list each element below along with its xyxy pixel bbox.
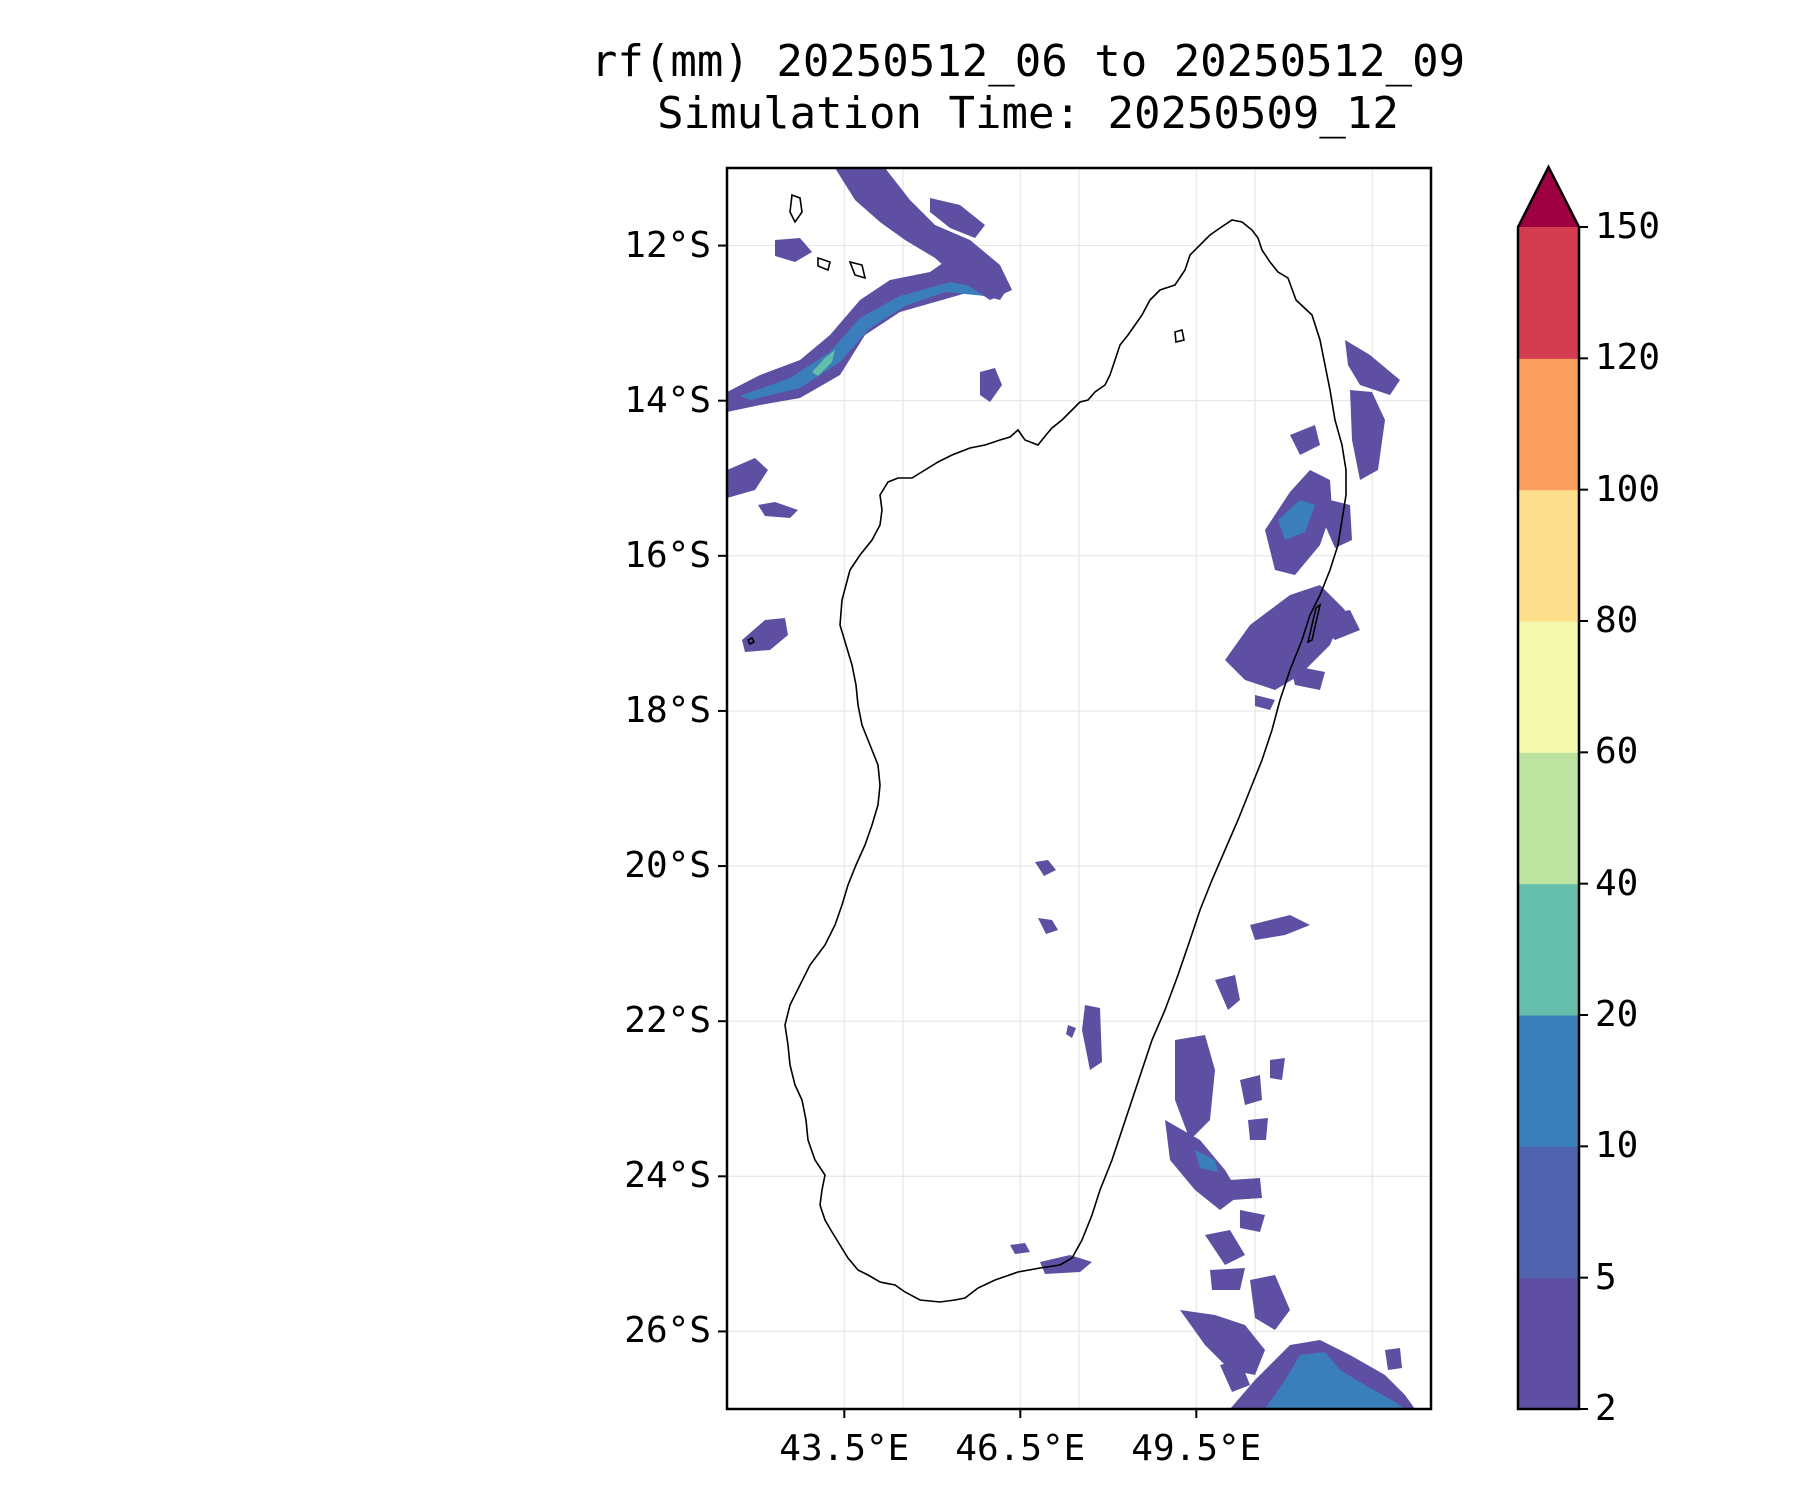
plot-title-line-2: Simulation Time: 20250509_12 (657, 88, 1399, 139)
colorbar-segment (1518, 358, 1579, 491)
rain-patch (1035, 860, 1056, 876)
y-tick-label: 22°S (624, 1000, 711, 1042)
rain-patch (812, 350, 835, 376)
rain-patch (1240, 1075, 1262, 1105)
y-tick-label: 12°S (624, 224, 711, 266)
rain-patch (1278, 500, 1315, 540)
rain-patch (1255, 695, 1275, 710)
rain-patch (1310, 610, 1360, 640)
colorbar-tick-label: 40 (1595, 862, 1639, 904)
x-tick-label: 49.5°E (1131, 1428, 1262, 1469)
rain-patch (1265, 1352, 1405, 1409)
colorbar-tick-label: 150 (1595, 206, 1661, 247)
y-tick-label: 24°S (624, 1155, 711, 1197)
y-tick-label: 18°S (624, 689, 711, 731)
mayotte-island (848, 260, 867, 280)
rain-patch (1250, 915, 1310, 940)
colorbar-tick-label: 120 (1595, 337, 1661, 379)
rain-patch (1385, 1348, 1402, 1370)
madagascar-coastline (784, 219, 1347, 1303)
colorbar-tick-label: 20 (1595, 994, 1639, 1035)
rainfall-field (727, 168, 1415, 1409)
rain-patch (1038, 918, 1058, 934)
y-tick-label: 26°S (624, 1310, 711, 1352)
map-frame (725, 166, 1433, 1411)
rain-patch (758, 502, 798, 518)
colorbar-tick-label: 10 (1595, 1125, 1639, 1167)
coastline (746, 193, 1347, 1303)
x-tick-label: 46.5°E (955, 1428, 1086, 1469)
rain-patch (1250, 1275, 1290, 1330)
colorbar-tick-label: 5 (1595, 1256, 1617, 1298)
rain-patch (1220, 1360, 1250, 1392)
grande-comore-island (817, 256, 831, 272)
rain-patch (1230, 1178, 1262, 1200)
colorbar-segment (1518, 1146, 1579, 1279)
colorbar-segment (1518, 227, 1579, 359)
rain-patch (930, 198, 985, 238)
nosy-be-island (1174, 328, 1185, 344)
rain-patch (1248, 1118, 1268, 1140)
y-tick-label: 16°S (624, 534, 711, 576)
colorbar-tick-label: 100 (1595, 468, 1661, 510)
rain-patch (740, 282, 990, 400)
rain-patch (1210, 1268, 1245, 1290)
colorbar-segment (1518, 752, 1579, 885)
anjouan-island (789, 193, 803, 224)
colorbar-tick-label: 60 (1595, 731, 1639, 773)
colorbar-segment (1518, 489, 1579, 622)
gridlines (727, 168, 1431, 1409)
x-tick-label: 43.5°E (779, 1428, 910, 1469)
rain-patch (1040, 1255, 1092, 1274)
colorbar-segment (1518, 621, 1579, 753)
rain-patch (1215, 975, 1240, 1010)
rain-patch (742, 618, 788, 652)
colorbar-tick-label: 80 (1595, 600, 1639, 641)
rain-patch (1325, 500, 1352, 548)
rain-patch (775, 238, 812, 262)
rain-patch (1180, 1310, 1265, 1375)
sainte-marie-island (1306, 603, 1322, 644)
rain-patch (1082, 1005, 1102, 1070)
colorbar-extend-arrow (1518, 167, 1579, 227)
y-tick-label: 14°S (624, 379, 711, 421)
rain-patch (1195, 1150, 1218, 1172)
rain-patch (1290, 665, 1325, 690)
rain-patch (1290, 425, 1320, 455)
plot-title-line-1: rf(mm) 20250512_06 to 20250512_09 (590, 36, 1466, 87)
colorbar (1516, 164, 1588, 1411)
rain-patch (1225, 585, 1345, 690)
rain-patch (1175, 1035, 1215, 1140)
colorbar-segment (1518, 1015, 1579, 1147)
europa-island (746, 636, 756, 646)
rain-patch (980, 368, 1002, 402)
rain-patch (1345, 340, 1400, 395)
rain-patch (1010, 1243, 1030, 1254)
rain-patch (835, 168, 1012, 300)
axis-ticks (718, 244, 1198, 1418)
rain-patch (1350, 390, 1385, 480)
rain-patch (1066, 1025, 1076, 1038)
colorbar-tick-label: 2 (1595, 1388, 1617, 1429)
rain-patch (1205, 1230, 1245, 1265)
colorbar-segment (1518, 883, 1579, 1016)
colorbar-segment (1518, 1277, 1579, 1410)
rain-patch (727, 458, 768, 498)
colorbar-outline (1516, 164, 1581, 1411)
rain-patch (1240, 1210, 1265, 1232)
rain-patch (1270, 1058, 1285, 1080)
y-tick-label: 20°S (624, 845, 711, 887)
